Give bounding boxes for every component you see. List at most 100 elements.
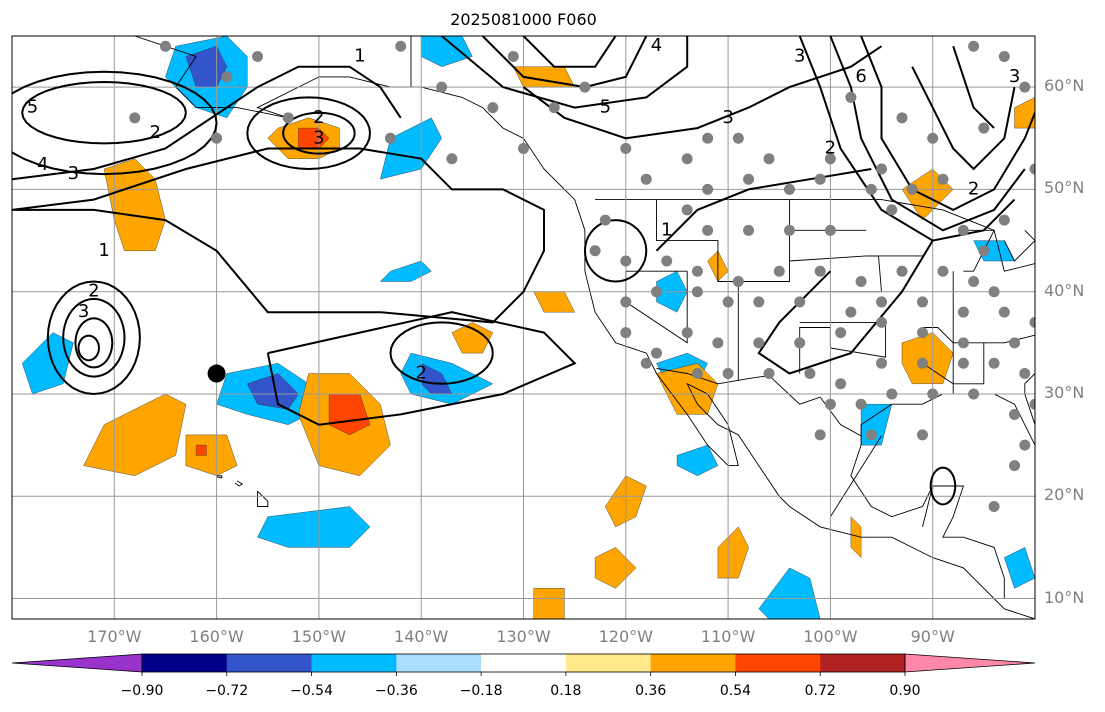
station-dot [998,50,1010,62]
station-dot [763,368,775,380]
station-dot [835,378,847,390]
station-dot [824,398,836,410]
contour-line [246,96,371,171]
station-dot [702,224,714,236]
map-title: 2025081000 F060 [450,10,597,29]
station-dot [978,122,990,134]
contour-label: 2 [968,178,979,199]
contour-label: 1 [98,240,109,261]
anomaly-region [83,393,187,477]
anomaly-region [195,444,207,456]
contour-line [389,321,494,385]
station-dot [927,388,939,400]
station-dot [732,275,744,287]
station-dot [282,112,294,124]
colorbar-extend-low [11,653,143,673]
colorbar-tick-label: 0.36 [635,683,667,699]
colorbar-tick-label: 0.54 [719,683,752,699]
colorbar-segment [311,654,397,672]
anomaly-region [1004,547,1035,589]
contour-label: 4 [651,35,662,56]
station-dot [129,112,141,124]
colorbar-tick-label: 0.90 [889,683,921,699]
station-dot [252,50,264,62]
contour-label: 2 [825,138,836,159]
station-dot [211,132,223,144]
location-marker-dot [207,364,226,383]
station-dot [824,153,836,165]
anomaly-region [257,506,371,548]
anomaly-region [717,526,749,579]
coastline-segment [656,199,790,282]
station-dot [773,265,785,277]
station-dot [620,255,632,267]
contour-label: 5 [27,97,38,118]
contour-line [860,36,1035,212]
station-dot [743,173,755,185]
station-dot [876,296,888,308]
station-dot [702,132,714,144]
station-dot [1009,337,1021,349]
colorbar-tick-label: 0.72 [804,683,836,699]
station-dot [681,327,693,339]
station-dot [1009,408,1021,420]
coastline-segment [234,480,244,487]
colorbar-segment [396,654,482,672]
longitude-label: 150°W [291,627,347,646]
contour-label: 1 [354,45,365,66]
contour-line [12,70,218,176]
colorbar-segment [565,654,652,672]
contour-label: 3 [1009,66,1020,87]
station-dot [661,255,673,267]
colorbar-tick-label: 0.18 [550,683,582,699]
map-frame [11,35,1036,620]
station-dot [385,132,397,144]
longitude-label: 140°W [394,627,449,646]
station-dot [886,204,898,216]
station-dot [599,214,611,226]
contour-line [21,80,187,145]
contour-label: 3 [722,107,733,128]
contour-line [583,219,648,283]
station-dot [763,153,775,165]
contour-label: 3 [78,301,89,322]
contour-line [522,45,883,140]
colorbar-segment [735,654,821,672]
colorbar-tick-label: −0.36 [374,683,418,699]
station-dot [1029,163,1035,175]
station-dot [221,71,233,83]
latitude-label: 50°N [1044,178,1085,198]
station-dot [957,357,969,369]
station-dot [814,173,826,185]
station-dot [814,429,826,441]
latitude-label: 30°N [1044,382,1085,402]
anomaly-region [676,444,719,477]
station-dot [845,306,857,318]
station-dot [712,337,724,349]
station-dot [927,132,939,144]
latitude-label: 20°N [1044,485,1085,505]
coastline-segment [134,36,1035,619]
contour-label: 3 [794,45,805,66]
coastline-segment [1024,373,1035,425]
station-dot [968,388,980,400]
anomaly-region [850,516,862,559]
station-dot [1009,460,1021,472]
station-dot [814,265,826,277]
station-dot [702,183,714,195]
colorbar-segment [142,654,228,672]
station-dot [998,306,1010,318]
station-dot [988,500,1000,512]
station-dot [753,296,765,308]
latitude-label: 10°N [1044,587,1085,607]
contour-line [655,168,872,252]
station-dot [804,368,816,380]
contour-line [266,311,577,426]
coastline-segment [830,435,882,517]
station-dot [1029,398,1035,410]
latitude-label: 60°N [1044,76,1085,96]
station-dot [589,245,601,257]
station-dot [824,224,836,236]
